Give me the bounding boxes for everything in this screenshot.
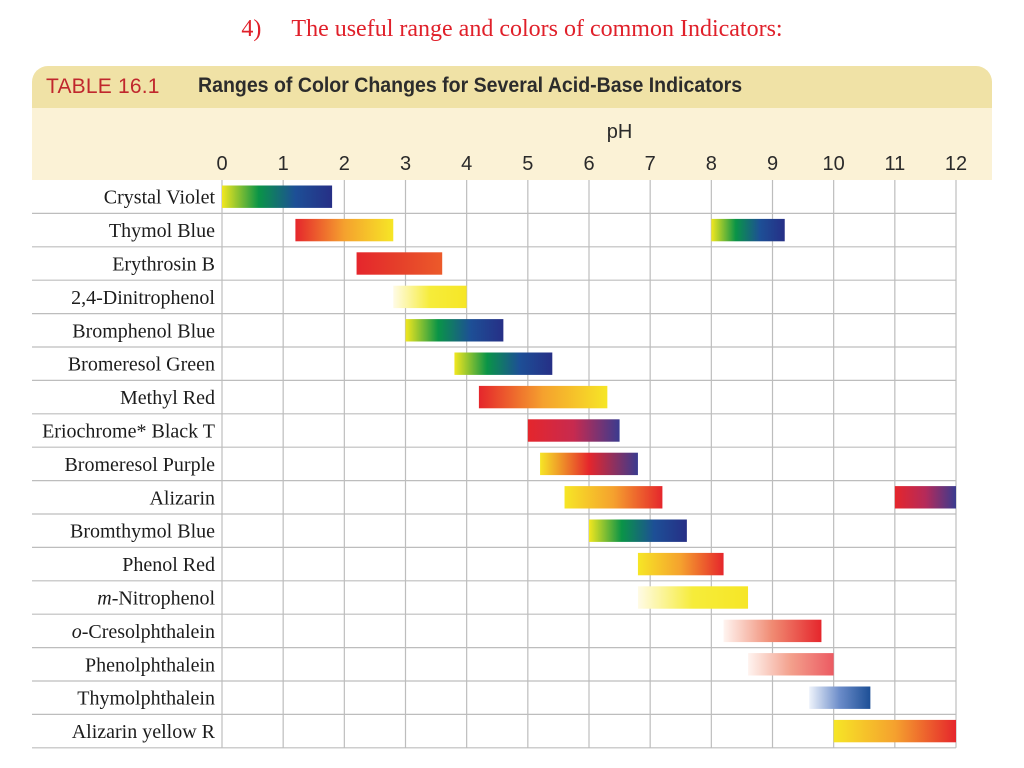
row-label-7: Eriochrome* Black T [42,421,215,443]
range-bar-7-0 [527,419,620,442]
tick-label-12: 12 [945,153,967,175]
chart-grid [32,180,957,749]
tick-label-1: 1 [278,153,289,175]
tick-label-6: 6 [583,153,594,175]
row-label-15: Thymolphthalein [77,688,215,710]
row-label-8: Bromeresol Purple [64,454,215,476]
range-bar-2-0 [356,252,443,275]
chart-bars [222,185,956,743]
range-bar-14-0 [748,653,834,676]
tick-label-9: 9 [767,153,778,175]
tick-label-3: 3 [400,153,411,175]
range-bar-4-0 [405,319,504,342]
range-bar-1-1 [711,218,785,242]
range-bar-16-0 [833,719,956,743]
range-bar-11-0 [637,552,724,576]
range-bar-12-0 [637,586,749,609]
range-bar-5-0 [454,352,553,375]
row-label-16: Alizarin yellow R [72,721,216,743]
row-label-12: m-Nitrophenol [97,588,215,610]
table-title: Ranges of Color Changes for Several Acid… [198,74,743,97]
row-label-14: Phenolphthalein [85,654,215,676]
row-label-2: Erythrosin B [112,254,215,276]
table-title-bar [32,66,992,108]
range-bar-9-1 [894,486,956,509]
row-label-5: Bromeresol Green [68,354,215,376]
tick-label-0: 0 [216,153,227,175]
row-label-6: Methyl Red [120,387,215,409]
tick-label-8: 8 [706,153,717,175]
range-bar-6-0 [478,385,608,409]
range-bar-1-0 [295,218,394,242]
tick-label-4: 4 [461,153,472,175]
row-label-4: Bromphenol Blue [72,320,215,342]
range-bar-9-0 [564,486,663,509]
tick-label-11: 11 [884,153,905,175]
tick-label-7: 7 [645,153,656,175]
row-labels: Crystal Violet Thymol Blue Erythrosin B 2,4… [42,187,216,743]
slide-heading: 4) The useful range and colors of common … [0,16,1024,43]
row-label-0: Crystal Violet [104,187,216,209]
tick-label-5: 5 [522,153,533,175]
range-bar-13-0 [723,619,822,643]
tick-label-2: 2 [339,153,350,175]
row-label-11: Phenol Red [122,554,215,576]
row-label-9: Alizarin [149,487,215,509]
axis-title: pH [607,121,633,143]
range-bar-8-0 [540,452,638,476]
range-bar-0-0 [222,185,333,208]
range-bar-15-0 [809,686,871,709]
table-label: TABLE 16.1 [46,75,160,98]
heading-text: The useful range and colors of common In… [291,16,783,42]
row-label-13: o-Cresolphthalein [72,621,215,643]
tick-labels: 0 1 2 3 4 5 6 7 8 9 10 11 12 [216,153,967,175]
axis-band [32,108,992,180]
heading-number: 4) [241,16,262,42]
range-bar-3-0 [393,285,467,309]
row-label-3: 2,4-Dinitrophenol [71,287,215,309]
tick-label-10: 10 [823,153,845,175]
row-label-10: Bromthymol Blue [70,521,215,543]
row-label-1: Thymol Blue [109,220,215,242]
range-bar-10-0 [589,519,687,542]
